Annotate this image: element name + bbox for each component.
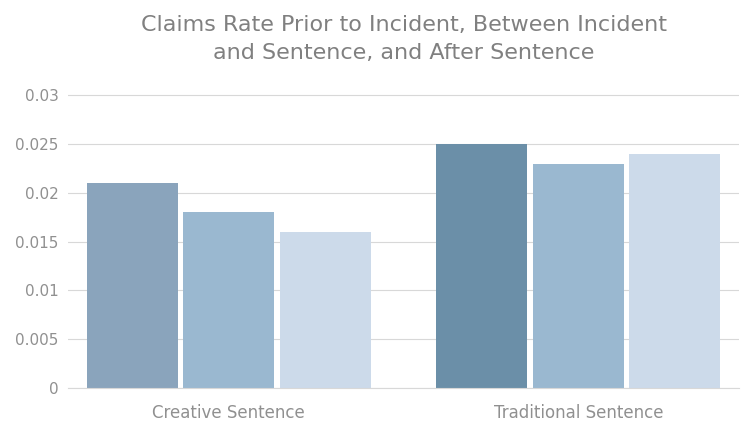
Bar	[630, 154, 720, 388]
Title: Claims Rate Prior to Incident, Between Incident
and Sentence, and After Sentence: Claims Rate Prior to Incident, Between I…	[140, 15, 667, 63]
Bar	[280, 232, 371, 388]
Bar	[437, 144, 527, 388]
Bar	[183, 212, 274, 388]
Bar	[87, 183, 178, 388]
Bar	[533, 163, 624, 388]
